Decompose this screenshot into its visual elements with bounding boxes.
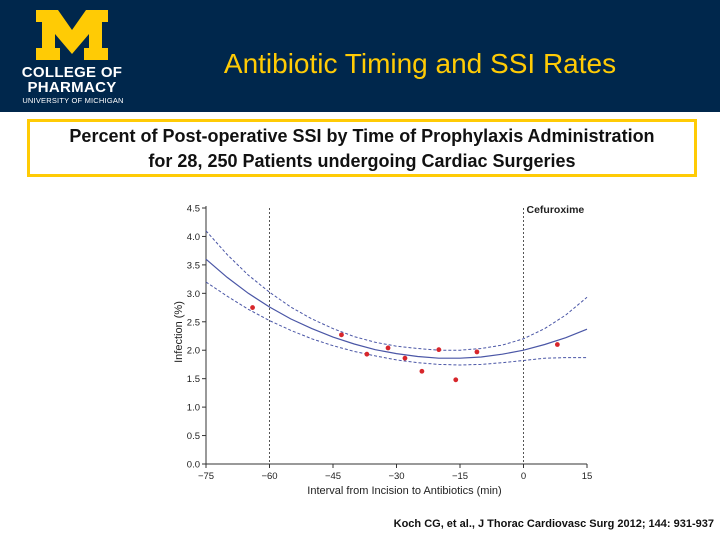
fitted-line <box>205 258 588 359</box>
logo-pharmacy-text: PHARMACY <box>27 79 117 96</box>
reference-line-label: Cefuroxime <box>527 204 585 216</box>
x-tick-label: −75 <box>198 471 214 482</box>
x-tick-label: 0 <box>521 471 526 482</box>
x-tick-label: −30 <box>388 471 404 482</box>
subtitle-box: Percent of Post-operative SSI by Time of… <box>27 119 697 177</box>
y-tick-label: 2.5 <box>187 317 200 328</box>
subtitle-line-1: Percent of Post-operative SSI by Time of… <box>69 126 655 146</box>
y-tick-label: 1.5 <box>187 374 200 385</box>
x-tick-label: −60 <box>261 471 277 482</box>
y-tick-label: 4.5 <box>187 204 200 215</box>
observed-point <box>250 305 255 310</box>
subtitle-line-2: for 28, 250 Patients undergoing Cardiac … <box>148 151 576 171</box>
observed-point <box>339 332 344 338</box>
y-tick-label: 4.0 <box>187 232 200 243</box>
x-tick-label: 15 <box>582 471 593 482</box>
y-axis-label: Infection (%) <box>173 301 185 363</box>
x-tick-label: −45 <box>325 471 341 482</box>
logo-college-text: COLLEGE OF <box>21 64 123 81</box>
block-m-logo-icon <box>36 10 108 60</box>
observed-point <box>364 351 370 357</box>
observed-point <box>453 377 459 383</box>
y-tick-label: 1.0 <box>187 403 200 414</box>
y-tick-label: 3.5 <box>187 260 200 271</box>
x-tick-label: −15 <box>452 471 468 482</box>
x-axis-label: Interval from Incision to Antibiotics (m… <box>307 485 501 497</box>
page-title: Antibiotic Timing and SSI Rates <box>223 48 617 79</box>
observed-point <box>436 347 442 353</box>
upper-ci-line <box>205 230 588 351</box>
y-tick-label: 3.0 <box>187 289 200 300</box>
y-tick-label: 0.0 <box>187 460 200 471</box>
y-tick-label: 0.5 <box>187 431 200 442</box>
observed-point <box>419 368 425 374</box>
observed-point <box>554 342 560 347</box>
logo-university-text: UNIVERSITY OF MICHIGAN <box>22 96 124 105</box>
university-logo: COLLEGE OF PHARMACY UNIVERSITY OF MICHIG… <box>12 8 132 108</box>
header-banner: COLLEGE OF PHARMACY UNIVERSITY OF MICHIG… <box>0 0 720 112</box>
observed-point <box>402 355 408 361</box>
observed-point <box>474 349 480 355</box>
lower-ci-line <box>205 281 587 366</box>
y-tick-label: 2.0 <box>187 346 200 357</box>
citation: Koch CG, et al., J Thorac Cardiovasc Sur… <box>393 518 714 530</box>
observed-point <box>385 345 391 351</box>
